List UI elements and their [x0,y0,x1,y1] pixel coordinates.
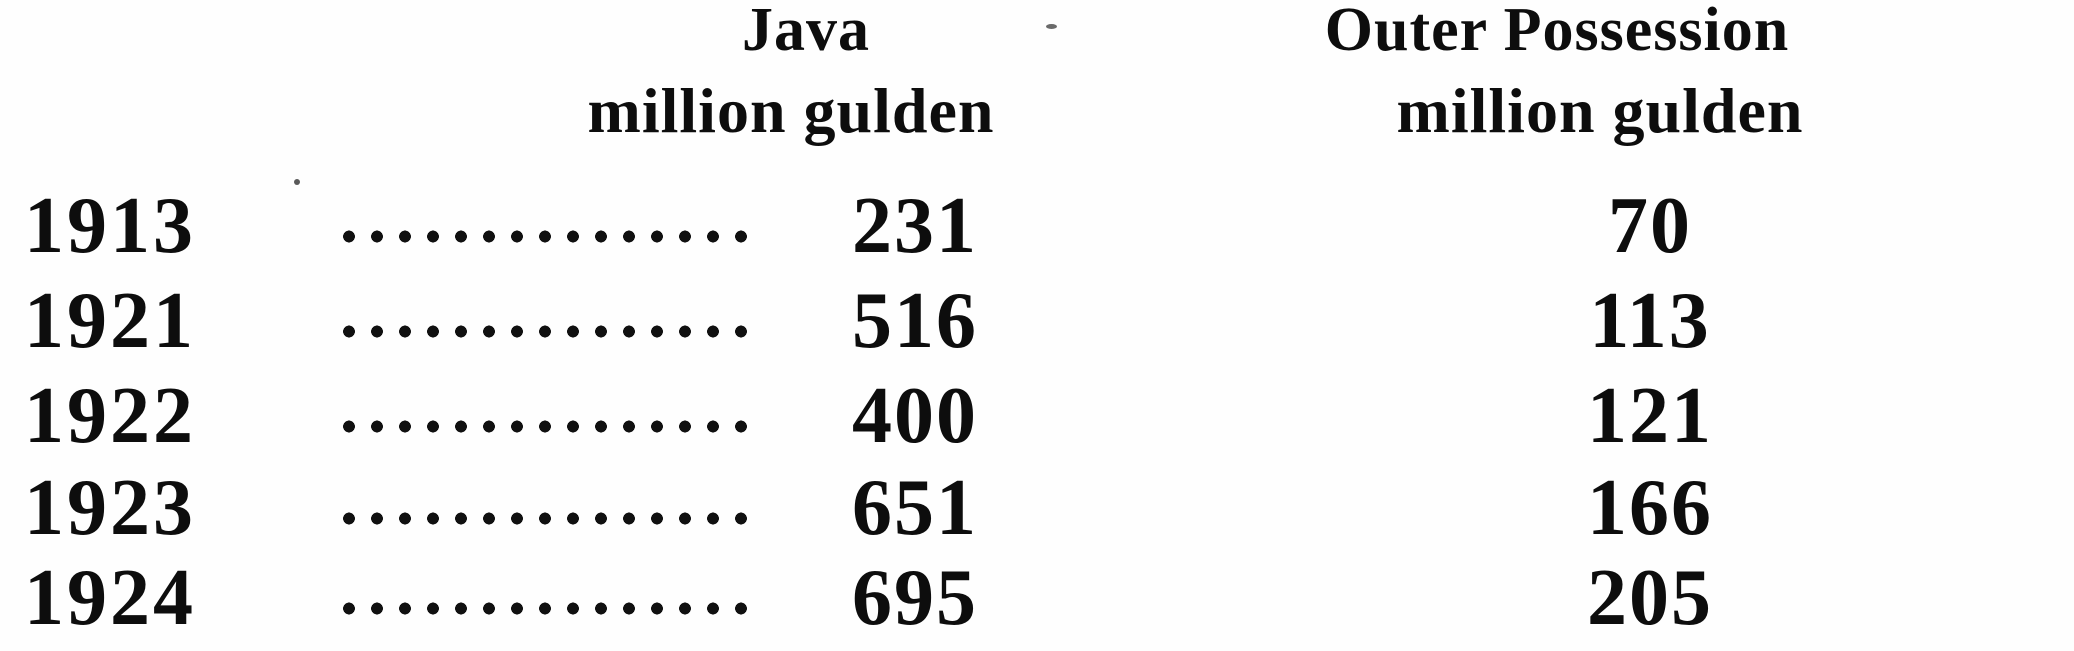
year-cell: 1922 [24,372,196,460]
java-value-cell: 651 [852,464,978,552]
table-row: 1924 695 205 [0,558,2074,651]
java-value-cell: 231 [852,182,978,270]
dot-leader [342,602,762,615]
table-row: 1923 651 166 [0,468,2074,563]
scan-speck [294,179,300,185]
column-subheader-outer-units: million gulden [1396,75,1804,146]
dot-leader [342,512,762,525]
java-value-cell: 400 [852,372,978,460]
dot-leader [342,325,762,338]
table-row: 1922 400 121 [0,376,2074,471]
year-cell: 1923 [24,464,196,552]
outer-value-cell: 166 [1587,464,1713,552]
year-cell: 1913 [24,182,196,270]
outer-value-cell: 113 [1589,277,1711,365]
year-cell: 1924 [24,554,196,642]
scan-speck [1046,24,1057,29]
column-header-outer-possession: Outer Possession [1324,0,1790,64]
year-cell: 1921 [24,277,196,365]
column-subheader-java-units: million gulden [587,75,995,146]
java-value-cell: 516 [852,277,978,365]
column-header-java: Java [742,0,870,64]
outer-value-cell: 121 [1587,372,1713,460]
table-row: 1913 231 70 [0,186,2074,281]
dot-leader [342,420,762,433]
table-row: 1921 516 113 [0,281,2074,376]
outer-value-cell: 205 [1587,554,1713,642]
outer-value-cell: 70 [1608,182,1692,270]
dot-leader [342,230,762,243]
java-value-cell: 695 [852,554,978,642]
